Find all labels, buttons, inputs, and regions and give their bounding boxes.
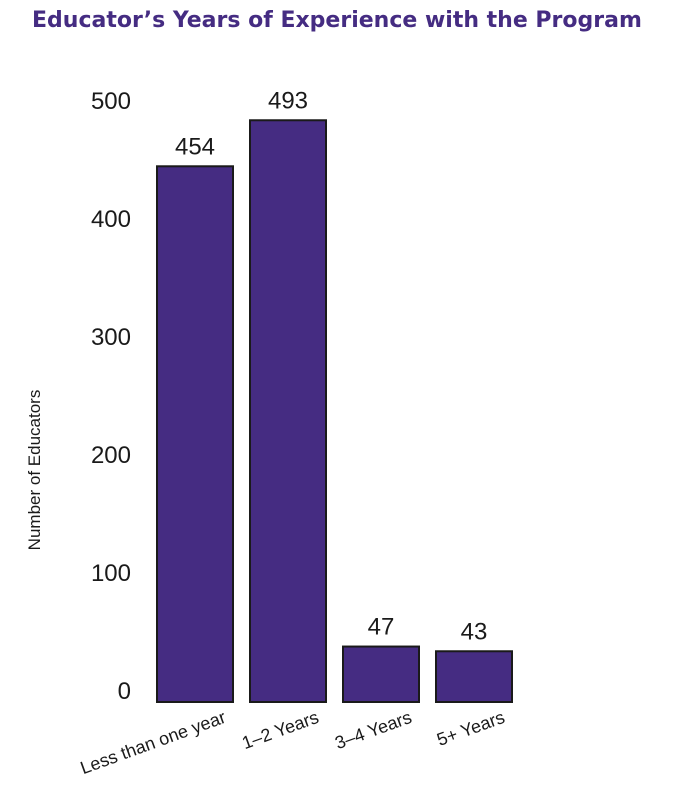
bar-value-label-4: 43 <box>461 618 488 645</box>
x-tick-label-4: 5+ Years <box>434 707 507 750</box>
bar-4 <box>435 650 513 704</box>
bar-2 <box>249 119 327 703</box>
x-axis-ticks: Less than one year 1–2 Years 3–4 Years 5+ Y… <box>78 707 508 778</box>
bar-value-labels: 454 493 47 43 <box>175 87 487 645</box>
bar-1 <box>156 165 234 703</box>
bar-value-label-1: 454 <box>175 133 215 160</box>
bar-value-label-3: 47 <box>368 614 395 641</box>
y-tick-label-500: 500 <box>91 88 131 115</box>
y-axis-label: Number of Educators <box>25 390 44 551</box>
y-axis-ticks: 0 100 200 300 400 500 <box>91 88 131 705</box>
x-tick-label-1: Less than one year <box>78 707 229 778</box>
y-tick-label-400: 400 <box>91 206 131 233</box>
y-tick-label-100: 100 <box>91 560 131 587</box>
y-tick-label-200: 200 <box>91 442 131 469</box>
bar-value-label-2: 493 <box>268 87 308 114</box>
bars <box>156 119 513 704</box>
chart-title: Educator’s Years of Experience with the … <box>32 8 642 33</box>
bar-3 <box>342 645 420 703</box>
x-tick-label-3: 3–4 Years <box>332 707 414 753</box>
y-tick-label-0: 0 <box>118 678 131 705</box>
y-tick-label-300: 300 <box>91 324 131 351</box>
x-tick-label-2: 1–2 Years <box>239 707 321 753</box>
